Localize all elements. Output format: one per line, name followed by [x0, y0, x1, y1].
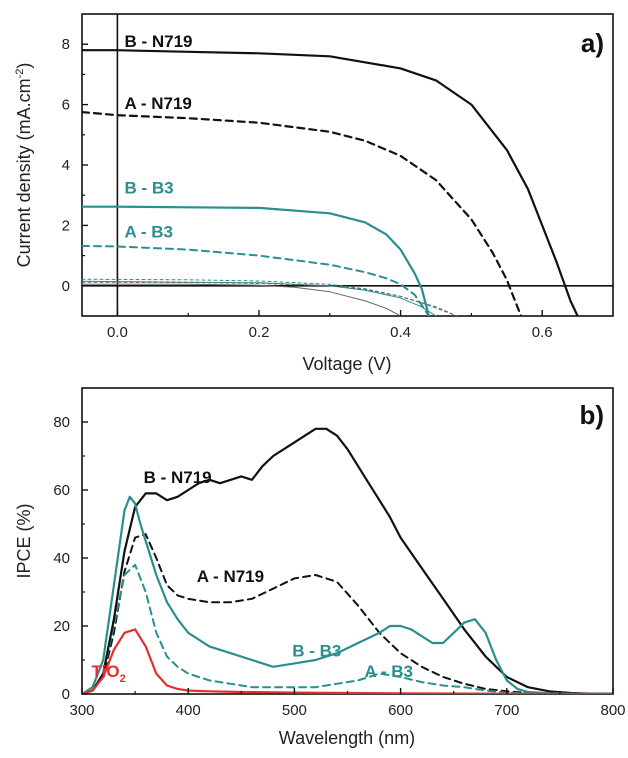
panel-b-label: b)	[579, 400, 604, 430]
panel-b-y-axis-label: IPCE (%)	[14, 503, 34, 578]
panel-b-x-tick-label: 800	[600, 702, 625, 719]
panel-a-series-dark-n719-dashed	[82, 281, 458, 316]
panel-b-x-axis-label: Wavelength (nm)	[279, 728, 415, 748]
panel-a-annotation-a-n719: A - N719	[124, 94, 191, 113]
panel-b-y-tick-label: 60	[53, 482, 70, 499]
panel-b-series-tio2	[82, 628, 613, 694]
panel-b-annotation-a-b3: A - B3	[364, 662, 413, 681]
panel-a-annotation-a-b3: A - B3	[124, 222, 173, 241]
panel-a-annotation-b-n719: B - N719	[124, 32, 192, 51]
panel-a-x-tick-label: 0.6	[532, 324, 553, 341]
panel-b-annotations-group: B - N719 A - N719 B - B3 A - B3 TiO2	[92, 468, 413, 685]
panel-b-y-tick-label: 40	[53, 550, 70, 567]
panel-b-annotation-b-b3: B - B3	[292, 642, 341, 661]
panel-a-x-tick-label: 0.0	[107, 324, 128, 341]
panel-b-x-tick-label: 400	[176, 702, 201, 719]
panel-a-series-group	[82, 14, 613, 316]
panel-a-y-tick-label: 6	[62, 97, 70, 114]
panel-b-series-a-n719	[82, 533, 613, 694]
panel-a-y-axis-label: Current density (mA.cm-2)	[14, 63, 34, 268]
panel-a-x-axis-label: Voltage (V)	[302, 354, 391, 374]
panel-b-series-a-b3	[82, 563, 613, 694]
panel-b-series-b-b3	[82, 495, 613, 694]
panel-a-voltage-chart: 0.0 0.2 0.4 0.6 0 2 4 6 8 B - N719 A - N719 B - B3…	[14, 13, 614, 374]
panel-b-ticks-group: 300 400 500 600 700 800 0 20 40 60 80	[53, 414, 625, 719]
panel-a-annotations-group: B - N719 A - N719 B - B3 A - B3	[124, 32, 192, 241]
panel-a-series-a-n719	[82, 111, 523, 316]
panel-b-x-tick-label: 500	[282, 702, 307, 719]
panel-a-series-a-b3	[82, 244, 430, 316]
panel-a-y-tick-label: 4	[62, 157, 70, 174]
panel-a-y-tick-label: 2	[62, 217, 70, 234]
panel-b-x-tick-label: 600	[388, 702, 413, 719]
panel-b-x-tick-label: 300	[69, 702, 94, 719]
panel-a-y-tick-label: 8	[62, 36, 70, 53]
panel-a-y-axis-label-close: )	[14, 63, 34, 69]
panel-a-series-b-n719	[82, 49, 579, 316]
panel-b-ipce-chart: 300 400 500 600 700 800 0 20 40 60 80 B - N719 A - …	[14, 387, 626, 748]
panel-b-x-tick-label: 700	[494, 702, 519, 719]
panel-a-x-tick-label: 0.4	[390, 324, 411, 341]
panel-a-label: a)	[581, 28, 604, 58]
panel-a-y-tick-label: 0	[62, 278, 70, 295]
panel-a-series-dark-n719-solid	[82, 283, 402, 316]
panel-b-annotation-tio2: TiO2	[92, 662, 126, 685]
panel-b-annotation-b-n719: B - N719	[144, 468, 212, 487]
panel-a-annotation-b-b3: B - B3	[124, 179, 173, 198]
panel-a-series-b-b3	[82, 205, 430, 316]
panel-a-ticks-group: 0.0 0.2 0.4 0.6 0 2 4 6 8	[62, 36, 553, 341]
panel-a-x-tick-label: 0.2	[249, 324, 270, 341]
panel-a-y-axis-label-main: Current density (mA.cm	[14, 78, 34, 267]
panel-a-y-axis-label-sup: -2	[14, 69, 26, 79]
panel-b-y-tick-label: 0	[62, 686, 70, 703]
panel-b-y-tick-label: 20	[53, 618, 70, 635]
panel-b-series-b-n719	[82, 427, 613, 694]
panel-b-y-tick-label: 80	[53, 414, 70, 431]
panel-b-annotation-a-n719: A - N719	[197, 567, 264, 586]
